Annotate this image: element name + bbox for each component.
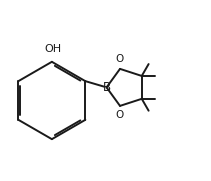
Text: O: O [115, 54, 124, 64]
Text: OH: OH [45, 44, 62, 54]
Text: B: B [103, 81, 111, 94]
Text: O: O [115, 110, 124, 120]
